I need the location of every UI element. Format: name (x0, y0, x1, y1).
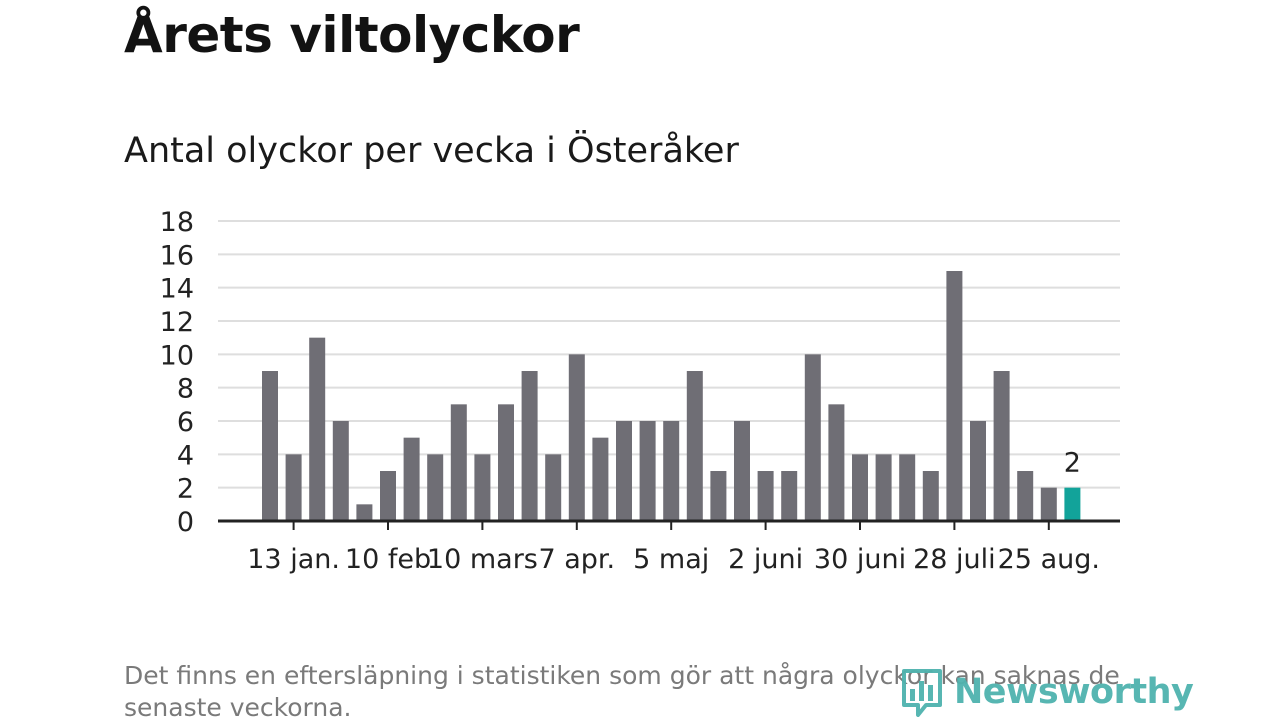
bar-chart-icon (902, 669, 942, 717)
x-tick-label: 10 mars (427, 544, 538, 575)
chart-subtitle: Antal olyckor per vecka i Österåker (124, 131, 739, 171)
y-tick-label: 14 (160, 274, 194, 305)
bar (663, 421, 680, 521)
logo-text: Newsworthy (954, 672, 1194, 712)
page-title: Årets viltolyckor (124, 6, 580, 64)
bar (1017, 471, 1034, 521)
bar (781, 471, 798, 521)
bar (852, 454, 868, 521)
bar (403, 437, 420, 521)
y-tick-label: 12 (160, 307, 194, 338)
y-tick-label: 16 (160, 240, 194, 271)
x-tick-label: 30 juni (814, 544, 906, 575)
bar (757, 471, 774, 521)
y-tick-label: 6 (177, 407, 194, 438)
x-tick-label: 13 jan. (247, 544, 340, 575)
bar (285, 454, 302, 521)
bar (262, 371, 278, 521)
bar (922, 471, 939, 521)
newsworthy-logo: Newsworthy (900, 664, 1194, 720)
x-tick-label: 2 juni (728, 544, 803, 575)
y-tick-label: 18 (160, 207, 194, 238)
bar (734, 421, 750, 521)
x-tick-label: 28 juli (913, 544, 996, 575)
bar (639, 421, 656, 521)
bar (498, 404, 514, 521)
bar (568, 354, 585, 521)
data-label: 2 (1064, 448, 1081, 479)
y-tick-label: 0 (177, 507, 194, 538)
bar (380, 471, 396, 521)
bar (993, 371, 1010, 521)
x-tick-label: 5 maj (633, 544, 709, 575)
x-tick-label: 25 aug. (998, 544, 1100, 575)
bar (356, 504, 373, 521)
y-tick-label: 4 (177, 440, 194, 471)
bar (686, 371, 703, 521)
bar (875, 454, 892, 521)
bar (804, 354, 821, 521)
bar (521, 371, 538, 521)
bar (1064, 487, 1081, 521)
bar (616, 421, 632, 521)
bar (545, 454, 562, 521)
bar (970, 421, 986, 521)
bar (710, 471, 727, 521)
bar (1040, 487, 1057, 521)
bar (828, 404, 845, 521)
bar (332, 421, 349, 521)
y-tick-label: 10 (160, 340, 194, 371)
bar (309, 337, 326, 521)
x-tick-label: 10 feb (345, 544, 431, 575)
bar (427, 454, 444, 521)
bar (474, 454, 491, 521)
y-tick-label: 8 (177, 374, 194, 405)
bar (899, 454, 916, 521)
bar (450, 404, 467, 521)
y-tick-label: 2 (177, 474, 194, 505)
x-tick-label: 7 apr. (538, 544, 615, 575)
bar (592, 437, 609, 521)
bar (946, 271, 963, 521)
footnote: Det finns en eftersläpning i statistiken… (124, 661, 1120, 722)
